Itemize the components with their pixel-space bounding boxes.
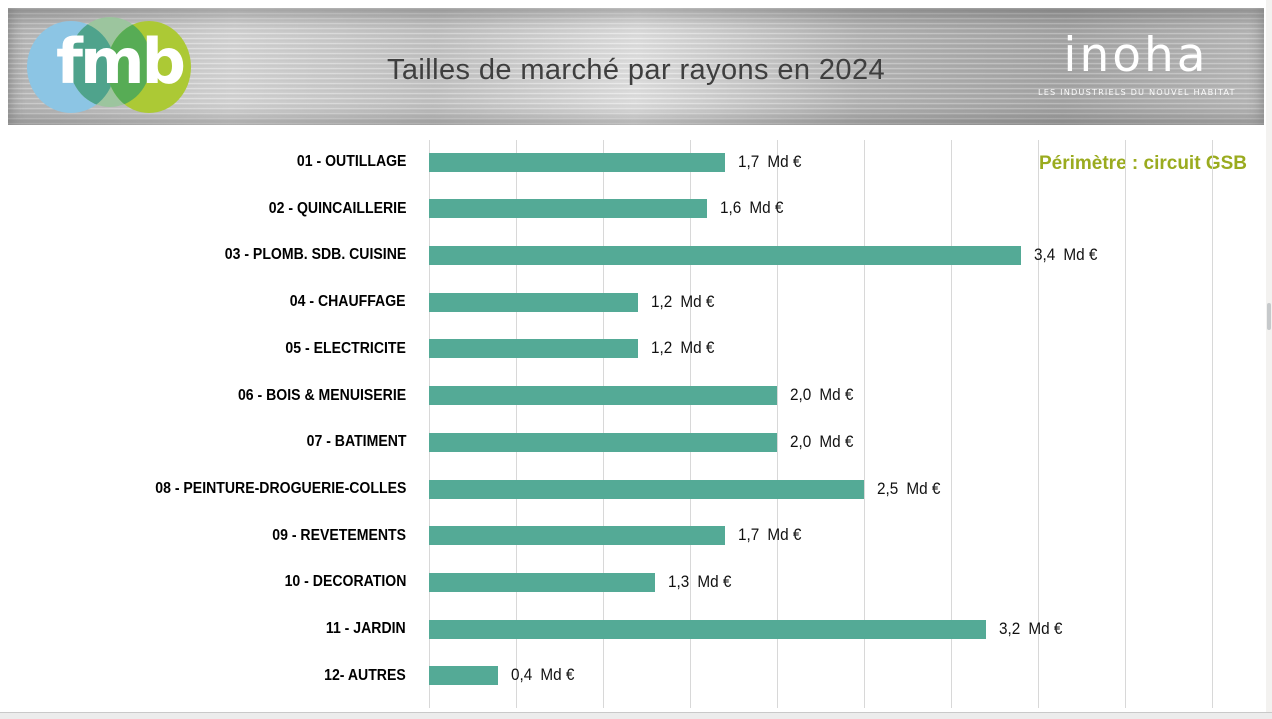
bar [428,339,638,359]
bar [428,666,499,686]
category-label: 12- AUTRES [324,666,406,684]
category-label: 07 - BATIMENT [306,433,406,451]
value-label: 2,0 Md € [789,385,854,405]
category-label: 09 - REVETEMENTS [272,526,406,544]
bar [428,199,708,219]
bar [428,619,986,639]
bar [428,572,655,592]
gridline [951,140,953,708]
bar [428,245,1021,265]
scrollbar-thumb[interactable] [1267,303,1271,330]
category-label: 08 - PEINTURE-DROGUERIE-COLLES [154,480,406,498]
inoha-logo-text: inoha [1063,28,1209,83]
inoha-logo-tagline: LES INDUSTRIELS DU NOUVEL HABITAT [1038,87,1236,97]
slide: fmb Tailles de marché par rayons en 2024… [8,8,1264,713]
value-label: 1,2 Md € [650,338,714,358]
category-label: 02 - QUINCAILLERIE [268,199,406,217]
gridline [689,140,691,708]
category-label: 05 - ELECTRICITE [285,339,406,357]
scrollbar-track[interactable] [1266,0,1272,712]
category-label: 03 - PLOMB. SDB. CUISINE [224,246,407,264]
header-band: fmb Tailles de marché par rayons en 2024… [8,8,1264,125]
gridline [1212,140,1214,708]
value-label: 2,5 Md € [877,478,941,498]
bar [428,432,777,452]
category-label: 06 - BOIS & MENUISERIE [237,386,406,404]
bar [428,152,725,172]
fmb-logo-text: fmb [56,25,186,98]
value-label: 1,3 Md € [667,571,732,591]
category-label: 11 - JARDIN [326,620,406,638]
perimeter-annotation: Périmètre : circuit GSB [1038,153,1247,174]
gridline [428,140,430,708]
value-label: 1,2 Md € [650,291,714,311]
bar [428,526,725,546]
value-label: 0,4 Md € [511,665,575,685]
value-label: 2,0 Md € [789,431,854,451]
inoha-logo: inoha LES INDUSTRIELS DU NOUVEL HABITAT [1038,28,1236,97]
gridline [515,140,517,708]
bar [428,292,638,312]
bar [428,386,777,406]
gridline [776,140,778,708]
fmb-logo-ellipses-icon [27,17,191,113]
value-label: 1,6 Md € [720,198,784,218]
value-label: 3,2 Md € [998,618,1063,638]
bar-chart: 01 - OUTILLAGE 1,7 Md € 02 - QUINCAILLERIE 1… [8,8,1264,713]
footer-strip [0,712,1272,719]
category-label: 04 - CHAUFFAGE [290,293,406,311]
value-label: 1,7 Md € [737,151,802,171]
bar [428,479,864,499]
gridline [602,140,604,708]
category-label: 01 - OUTILLAGE [296,153,406,170]
gridline [864,140,865,708]
fmb-logo: fmb [26,14,192,114]
gridline [1038,140,1040,708]
gridline [1125,140,1127,708]
category-label: 10 - DECORATION [284,573,406,591]
slide-title: Tailles de marché par rayons en 2024 [386,54,885,86]
value-label: 1,7 Md € [737,525,802,545]
value-label: 3,4 Md € [1033,244,1098,264]
